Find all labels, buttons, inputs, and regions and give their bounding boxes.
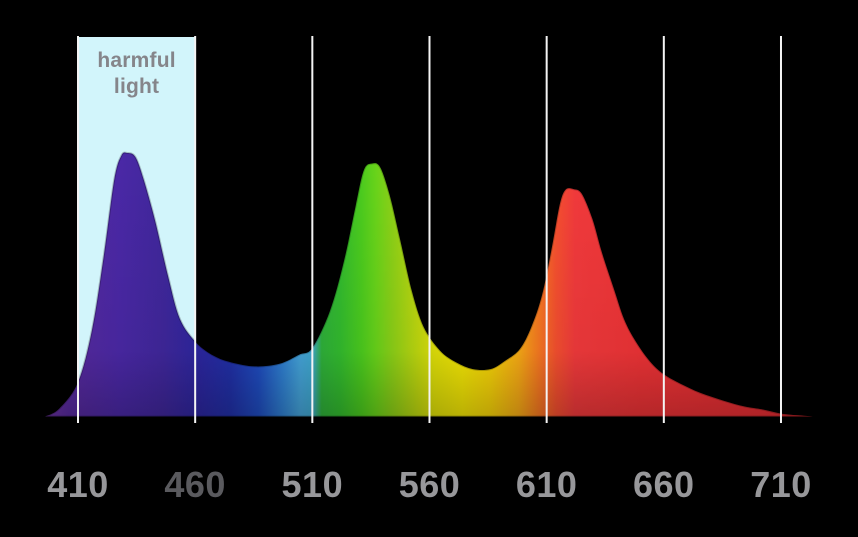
harmful-light-label: harmful light xyxy=(97,49,176,98)
wavelength-gridlines xyxy=(77,36,782,423)
spectrum-curve-shading xyxy=(41,151,813,418)
x-tick-label-610: 610 xyxy=(515,464,578,505)
x-tick-label-510: 510 xyxy=(281,464,344,505)
x-tick-label-710: 710 xyxy=(750,464,812,505)
x-tick-label-660: 660 xyxy=(633,464,695,505)
x-tick-label-560: 560 xyxy=(398,464,461,505)
x-tick-label-460: 460 xyxy=(164,464,226,505)
x-tick-label-410: 410 xyxy=(47,464,109,505)
